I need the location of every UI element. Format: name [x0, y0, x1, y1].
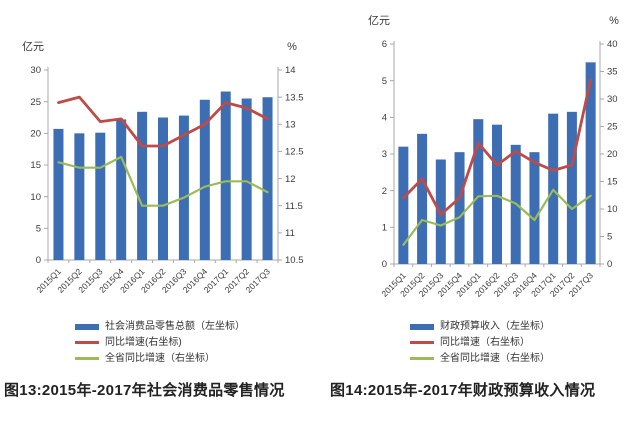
- bar-2016Q3: [178, 115, 189, 260]
- left-axis-tick-label: 0: [382, 259, 387, 270]
- yoy-growth-line: [57, 95, 269, 148]
- legend-line-swatch: [75, 357, 99, 360]
- yoy-growth-line: [402, 78, 593, 216]
- legend-label: 社会消费品零售总额（左坐标）: [105, 321, 245, 332]
- legend-item: 全省同比增速（右坐标）: [75, 352, 245, 365]
- right-axis-tick-label: 10: [607, 204, 618, 215]
- bar-2017Q1: [220, 91, 231, 261]
- legend-bar-swatch: [75, 323, 99, 330]
- legend-line-swatch: [75, 341, 99, 344]
- legend-item: 全省同比增速（右坐标）: [410, 352, 550, 365]
- bar-2017Q2: [241, 98, 252, 260]
- legend-label: 全省同比增速（右坐标）: [105, 353, 215, 364]
- figure-13-caption: 图13:2015年-2017年社会消费品零售情况: [4, 382, 285, 399]
- legend-bar-swatch: [410, 323, 434, 330]
- figure-13-retail-sales: 0 5 10 15 20 25 30 10.5 11 11.5 12 12.5 13 13.5 14 亿元% 2…: [0, 8, 320, 400]
- right-axis-tick-label: 12: [285, 174, 296, 185]
- left-axis-tick-label: 30: [30, 65, 41, 76]
- left-axis-unit-label: 亿元: [22, 40, 44, 53]
- left-axis-unit-label: 亿元: [368, 14, 390, 27]
- right-axis-tick-label: 11.5: [285, 201, 303, 212]
- left-axis-tick-label: 0: [36, 255, 41, 266]
- left-axis-tick-label: 6: [382, 39, 387, 50]
- legend-label: 同比增速(右坐标): [105, 337, 182, 348]
- right-axis-tick-label: 11: [285, 228, 295, 239]
- bar-2016Q4: [529, 152, 540, 264]
- figure-14-caption: 图14:2015年-2017年财政预算收入情况: [330, 382, 596, 399]
- right-axis-tick-label: 10.5: [285, 255, 304, 266]
- legend-item: 同比增速（右坐标）: [410, 336, 550, 349]
- right-axis-tick-label: 13.5: [285, 92, 304, 103]
- left-axis-tick-label: 15: [30, 160, 41, 171]
- right-axis-tick-label: 13: [285, 119, 296, 130]
- fiscal-chart-canvas: 0 1 2 3 4 5 6 0 5 10 15 20 25 30 35 40 亿元% 2015Q1 2015Q2 20…: [320, 8, 640, 320]
- left-axis-tick-label: 2: [382, 186, 387, 197]
- left-axis-tick-label: 4: [382, 113, 387, 124]
- right-axis-tick-label: 5: [607, 232, 612, 243]
- bar-2016Q2: [158, 117, 168, 260]
- right-axis-tick-label: 15: [607, 177, 618, 188]
- bar-2017Q2: [566, 111, 577, 264]
- right-axis-unit-label: %: [609, 15, 619, 27]
- fiscal-chart-legend: 财政预算收入（左坐标） 同比增速（右坐标） 全省同比增速（右坐标）: [410, 320, 550, 365]
- right-axis-unit-label: %: [287, 41, 297, 53]
- bar-2016Q4: [199, 99, 210, 261]
- bar-2015Q2: [417, 133, 428, 264]
- left-axis-tick-label: 1: [382, 223, 387, 234]
- legend-label: 同比增速（右坐标）: [440, 337, 530, 348]
- bar-2016Q1: [473, 119, 484, 265]
- left-axis-tick-label: 25: [30, 97, 41, 108]
- figure-14-fiscal-revenue: 0 1 2 3 4 5 6 0 5 10 15 20 25 30 35 40 亿元% 2015Q1 2015Q2 20…: [320, 8, 640, 400]
- right-axis-tick-label: 30: [607, 94, 618, 105]
- bar-2015Q4: [454, 152, 465, 264]
- province-yoy-growth-line: [57, 155, 269, 207]
- province-yoy-growth-line: [402, 188, 592, 246]
- right-axis-tick-label: 35: [607, 67, 618, 78]
- legend-item: 社会消费品零售总额（左坐标）: [75, 320, 245, 333]
- retail-chart-legend: 社会消费品零售总额（左坐标） 同比增速(右坐标) 全省同比增速（右坐标）: [75, 320, 245, 365]
- bar-2015Q1: [398, 146, 409, 264]
- bar-2017Q3: [585, 62, 596, 265]
- left-axis-tick-label: 20: [30, 129, 41, 140]
- left-axis-tick-label: 3: [382, 149, 387, 160]
- right-axis-tick-label: 0: [607, 259, 612, 270]
- bar-2016Q2: [492, 124, 502, 265]
- charts-row: 0 5 10 15 20 25 30 10.5 11 11.5 12 12.5 13 13.5 14 亿元% 2…: [0, 8, 640, 400]
- bar-2016Q1: [137, 111, 148, 260]
- left-axis-tick-label: 10: [30, 192, 41, 203]
- retail-chart-canvas: 0 5 10 15 20 25 30 10.5 11 11.5 12 12.5 13 13.5 14 亿元% 2…: [0, 8, 320, 320]
- legend-item: 财政预算收入（左坐标）: [410, 320, 550, 333]
- left-axis-tick-label: 5: [36, 224, 41, 235]
- right-axis-tick-label: 12.5: [285, 147, 304, 158]
- legend-item: 同比增速(右坐标): [75, 336, 245, 349]
- legend-label: 财政预算收入（左坐标）: [440, 321, 550, 332]
- right-axis-tick-label: 25: [607, 122, 618, 133]
- left-axis-tick-label: 5: [382, 76, 387, 87]
- legend-line-swatch: [410, 357, 434, 360]
- right-axis-tick-label: 40: [607, 39, 618, 50]
- bar-2015Q4: [116, 119, 127, 261]
- right-axis-tick-label: 20: [607, 149, 618, 160]
- bar-2015Q1: [53, 128, 64, 260]
- legend-label: 全省同比增速（右坐标）: [440, 353, 550, 364]
- right-axis-tick-label: 14: [285, 65, 296, 76]
- bar-2015Q3: [95, 132, 106, 260]
- bar-2015Q2: [74, 133, 85, 260]
- legend-line-swatch: [410, 341, 434, 344]
- bar-2017Q3: [262, 97, 273, 260]
